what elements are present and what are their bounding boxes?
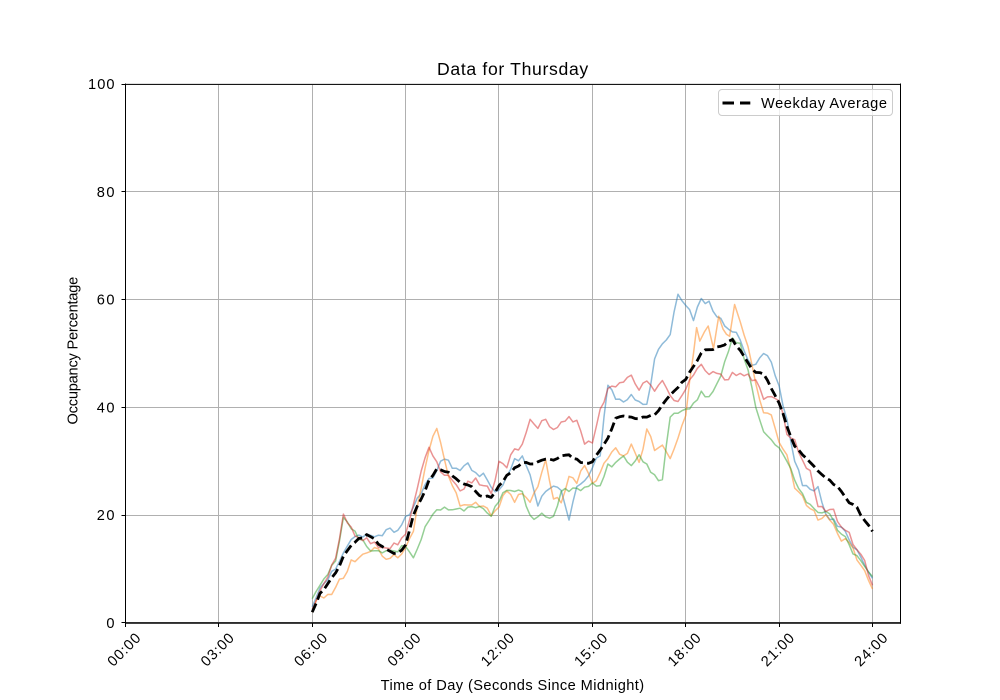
svg-text:80: 80 (97, 185, 115, 201)
svg-text:Data for Thursday: Data for Thursday (437, 59, 588, 79)
svg-text:40: 40 (97, 400, 115, 416)
svg-text:20: 20 (97, 508, 115, 524)
svg-text:0: 0 (106, 616, 114, 632)
svg-text:100: 100 (88, 77, 115, 93)
svg-text:Weekday Average: Weekday Average (761, 96, 887, 112)
svg-text:60: 60 (97, 293, 115, 309)
svg-text:Occupancy Percentage: Occupancy Percentage (66, 277, 82, 425)
svg-text:Time of Day (Seconds Since Mid: Time of Day (Seconds Since Midnight) (381, 678, 645, 694)
